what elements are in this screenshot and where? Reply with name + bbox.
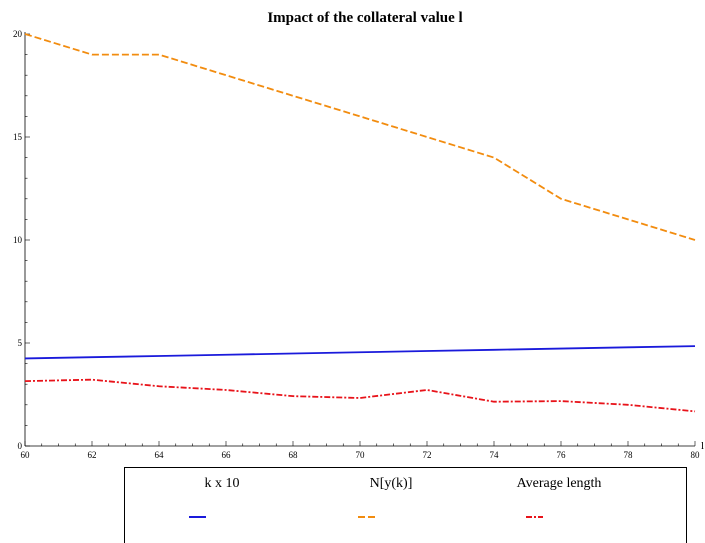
chart-title: Impact of the collateral value l <box>267 10 462 26</box>
x-tick-label: 74 <box>490 450 500 460</box>
x-tick-label: 62 <box>88 450 97 460</box>
x-tick-label: 64 <box>155 450 165 460</box>
x-tick-label: 70 <box>356 450 366 460</box>
legend-items: k x 10 N[y(k)] Average length <box>189 476 602 518</box>
x-tick-label: 60 <box>21 450 31 460</box>
x-tick-label: 78 <box>624 450 634 460</box>
x-tick-label: 76 <box>557 450 567 460</box>
y-tick-label: 15 <box>13 132 23 142</box>
x-tick-label: 66 <box>222 450 232 460</box>
x-axis-label: l <box>701 440 704 452</box>
plot-area <box>24 33 696 413</box>
series-line-2 <box>24 33 696 241</box>
legend-label: Average length <box>517 476 602 491</box>
y-tick-label: 20 <box>13 29 23 39</box>
legend: k x 10 N[y(k)] Average length <box>124 467 687 543</box>
y-tick-label: 5 <box>18 338 23 348</box>
axes: 0 5 10 15 20 60 62 64 66 68 70 72 74 76 78 80 <box>13 29 700 460</box>
legend-label: N[y(k)] <box>370 476 413 491</box>
x-tick-label: 80 <box>691 450 701 460</box>
legend-label: k x 10 <box>205 476 240 491</box>
series-line-1 <box>24 345 696 360</box>
x-tick-label: 72 <box>423 450 432 460</box>
y-tick-label: 0 <box>18 441 23 451</box>
series-line-3 <box>24 378 696 413</box>
x-tick-label: 68 <box>289 450 299 460</box>
y-tick-label: 10 <box>13 235 23 245</box>
legend-box <box>124 467 687 543</box>
